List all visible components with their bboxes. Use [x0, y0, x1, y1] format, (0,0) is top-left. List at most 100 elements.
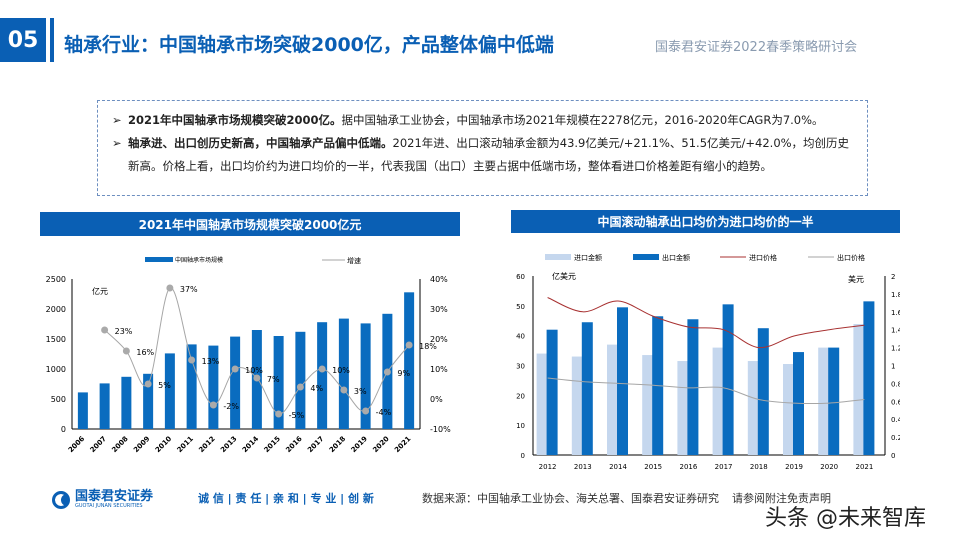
- data-label: -5%: [289, 411, 305, 420]
- growth-point: [144, 380, 152, 388]
- data-label: 3%: [354, 387, 367, 396]
- y2-tick-label: -10%: [430, 425, 451, 434]
- page-title: 轴承行业：中国轴承市场突破2000亿，产品整体偏中低端: [64, 34, 554, 56]
- y-tick-label: 2000: [46, 305, 66, 314]
- x-tick-label: 2010: [154, 435, 174, 455]
- import-bar: [677, 361, 689, 455]
- export-bar: [722, 304, 734, 455]
- y-tick-label: 50: [516, 303, 525, 311]
- y-tick-label: 0: [521, 452, 525, 460]
- summary-point: ➢ 轴承进、出口创历史新高，中国轴承产品偏中低端。2021年进、出口滚动轴承金额为…: [112, 132, 853, 178]
- y2-tick-label: 0.8: [891, 380, 900, 388]
- x-tick-label: 2019: [350, 435, 370, 455]
- x-tick-label: 2020: [820, 463, 838, 471]
- x-tick-label: 2008: [110, 435, 130, 455]
- slogan: 诚 信 | 责 任 | 亲 和 | 专 业 | 创 新: [198, 492, 374, 505]
- y2-tick-label: 20%: [430, 335, 448, 344]
- legend-swatch: [545, 254, 571, 260]
- import-bar: [818, 347, 830, 455]
- growth-point: [101, 326, 109, 334]
- bar: [186, 344, 197, 429]
- export-bar: [828, 347, 840, 455]
- chart1-title: 2021年中国轴承市场规模突破2000亿元: [40, 212, 460, 236]
- legend-swatch: [633, 254, 659, 260]
- y2-tick-label: 0.6: [891, 398, 900, 406]
- y2-tick-label: 1.8: [891, 291, 900, 299]
- y-tick-label: 1000: [46, 365, 66, 374]
- bar: [273, 336, 284, 429]
- growth-point: [231, 365, 239, 373]
- logo-icon: [52, 491, 70, 509]
- x-tick-label: 2009: [132, 435, 152, 455]
- arrow-icon: ➢: [112, 113, 122, 127]
- import-bar: [783, 364, 794, 455]
- bar: [99, 383, 110, 429]
- y2-tick-label: 40%: [430, 275, 448, 284]
- x-tick-label: 2012: [539, 463, 557, 471]
- export-bar: [863, 301, 875, 455]
- bar: [295, 331, 306, 429]
- y-tick-label: 20: [516, 392, 525, 400]
- y2-tick-label: 2: [891, 273, 895, 281]
- data-label: 10%: [332, 366, 350, 375]
- company-logo: 国泰君安证券 GUOTAI JUNAN SECURITIES: [52, 490, 153, 509]
- bar: [230, 336, 241, 429]
- data-label: 16%: [136, 348, 154, 357]
- data-source: 数据来源：中国轴承工业协会、海关总署、国泰君安证券研究: [422, 492, 719, 505]
- y2-tick-label: 10%: [430, 365, 448, 374]
- growth-point: [362, 407, 370, 415]
- data-label: 5%: [158, 381, 171, 390]
- legend-swatch: [145, 257, 173, 262]
- data-label: 23%: [115, 327, 133, 336]
- growth-point: [318, 365, 326, 373]
- market-size-chart: 0 500 1000 1500 2000 2500 -10% 0% 10% 20% 30% 40% 亿元…: [46, 256, 451, 455]
- x-tick-label: 2021: [855, 463, 873, 471]
- bar: [360, 323, 371, 429]
- x-tick-label: 2012: [197, 435, 217, 455]
- data-label: -2%: [223, 402, 239, 411]
- summary-text: 2021年进、出口滚动轴承金额为43.9亿美元/+21.1%、51.5亿美元/+…: [128, 136, 850, 173]
- conference-name: 国泰君安证券2022春季策略研讨会: [655, 40, 858, 55]
- data-label: 13%: [202, 357, 220, 366]
- export-price-line: [547, 377, 865, 405]
- bar: [317, 322, 328, 429]
- export-bar: [581, 322, 593, 455]
- summary-bold: 轴承进、出口创历史新高，中国轴承产品偏中低端。: [128, 136, 393, 150]
- legend-label: 中国轴承市场规模: [175, 256, 223, 264]
- import-bar: [571, 356, 583, 455]
- growth-point: [383, 368, 391, 376]
- y-tick-label: 500: [51, 395, 66, 404]
- legend-label: 进口金额: [574, 253, 602, 262]
- bar: [77, 392, 88, 429]
- data-label: 4%: [310, 384, 323, 393]
- bar: [338, 318, 349, 429]
- growth-point: [166, 284, 174, 292]
- x-tick-label: 2017: [306, 435, 326, 455]
- y-tick-label: 30: [516, 363, 525, 371]
- y-tick-label: 10: [516, 422, 525, 430]
- import-bar: [853, 324, 865, 455]
- growth-point: [296, 383, 304, 391]
- growth-point: [275, 410, 283, 418]
- x-tick-label: 2014: [609, 463, 627, 471]
- bar: [143, 373, 154, 429]
- y2-tick-label: 0: [891, 452, 895, 460]
- bar: [208, 345, 219, 429]
- export-bar: [757, 328, 769, 455]
- growth-point: [340, 386, 348, 394]
- data-label: -4%: [376, 408, 392, 417]
- x-tick-label: 2021: [393, 435, 413, 455]
- data-label: 18%: [419, 342, 437, 351]
- summary-box: ➢ 2021年中国轴承市场规模突破2000亿。据中国轴承工业协会，中国轴承市场20…: [97, 100, 868, 196]
- y2-tick-label: 0.4: [891, 416, 900, 424]
- x-tick-label: 2013: [219, 435, 239, 455]
- x-tick-label: 2006: [67, 435, 87, 455]
- y2-tick-label: 0.2: [891, 434, 900, 442]
- summary-text: 据中国轴承工业协会，中国轴承市场2021年规模在2278亿元，2016-2020…: [341, 113, 824, 127]
- x-tick-label: 2018: [750, 463, 768, 471]
- arrow-icon: ➢: [112, 136, 122, 150]
- summary-bold: 2021年中国轴承市场规模突破2000亿。: [128, 113, 342, 127]
- x-tick-label: 2019: [785, 463, 803, 471]
- y2-tick-label: 1.6: [891, 309, 900, 317]
- y-tick-label: 40: [516, 333, 525, 341]
